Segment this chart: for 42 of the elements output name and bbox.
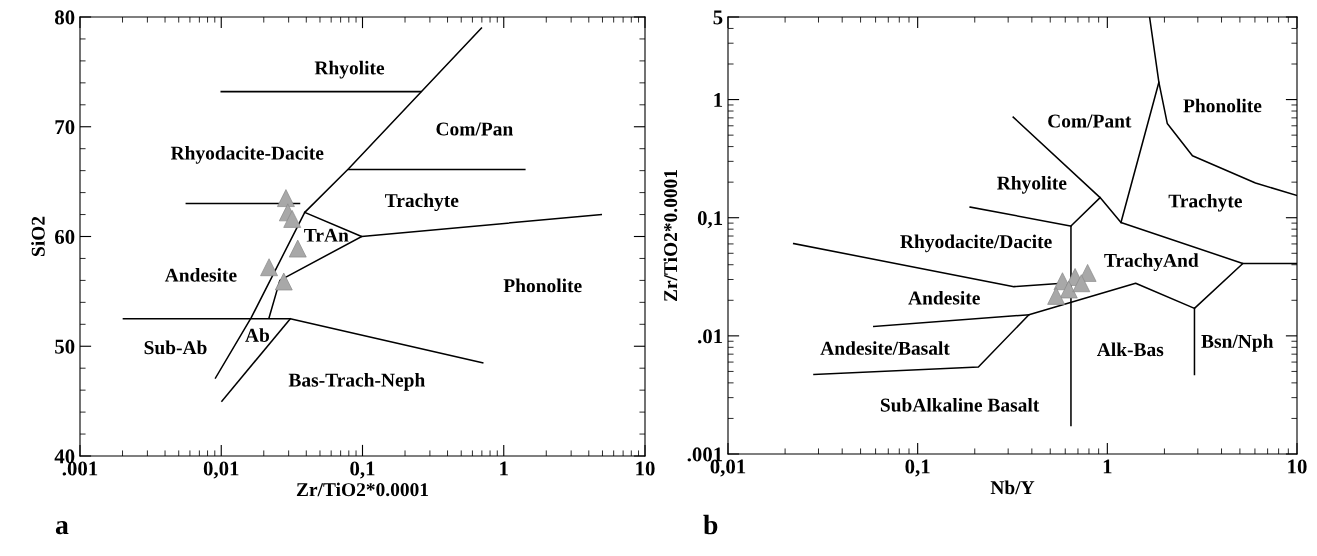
annotation: Andesite <box>164 268 237 282</box>
annotation: Bas-Trach-Neph <box>288 372 425 391</box>
annotation: Andesite/Basalt <box>820 341 950 355</box>
y-axis-title: Zr/TiO2*0.0001 <box>663 169 678 302</box>
annotation: Com/Pan <box>436 122 513 136</box>
x-tick-label: 1 <box>1103 459 1112 474</box>
y-tick-label: 50 <box>55 339 75 354</box>
x-tick-label: 0,1 <box>905 459 930 477</box>
annotation: Alk-Bas <box>1096 342 1164 357</box>
x-axis-title: Nb/Y <box>990 480 1035 495</box>
x-axis-title: Zr/TiO2*0.0001 <box>296 482 429 497</box>
annotation: Trachyte <box>385 193 459 212</box>
y-tick-label: 1 <box>714 93 723 107</box>
text: a <box>55 521 69 535</box>
annotation: Com/Pant <box>1048 114 1132 128</box>
annotation: Rhyolite <box>997 175 1067 194</box>
annotation: Ab <box>245 328 270 342</box>
annotation: Bsn/Nph <box>1201 334 1274 352</box>
y-tick-label: 70 <box>55 120 75 135</box>
x-tick-label: 0,01 <box>203 461 239 479</box>
annotation: Rhyolite <box>314 60 385 79</box>
y-tick-label: 5 <box>713 10 723 25</box>
y-tick-label: 0,1 <box>697 211 723 229</box>
x-tick-label: 10 <box>636 461 655 476</box>
x-tick-label: 0,1 <box>350 461 375 479</box>
text: b <box>703 514 718 535</box>
y-axis-title: SiO2 <box>31 216 45 256</box>
annotation: Rhyodacite/Dacite <box>900 234 1052 253</box>
annotation: Sub-Ab <box>144 340 207 355</box>
annotation: Andesite <box>908 290 980 305</box>
annotation: Phonolite <box>503 278 582 293</box>
annotation: TrAn <box>304 228 349 242</box>
annotation: TrachyAnd <box>1104 253 1199 271</box>
annotation: Phonolite <box>1183 98 1262 113</box>
x-tick-label: 1 <box>500 461 508 476</box>
y-tick-label: 80 <box>55 10 75 25</box>
annotation: SubAlkaline Basalt <box>880 397 1040 412</box>
x-tick-label: 10 <box>1288 459 1307 474</box>
annotation: Trachyte <box>1168 193 1242 212</box>
y-tick-label: .01 <box>698 329 723 344</box>
y-tick-label: 60 <box>55 229 75 244</box>
annotation: Rhyodacite-Dacite <box>170 146 324 164</box>
